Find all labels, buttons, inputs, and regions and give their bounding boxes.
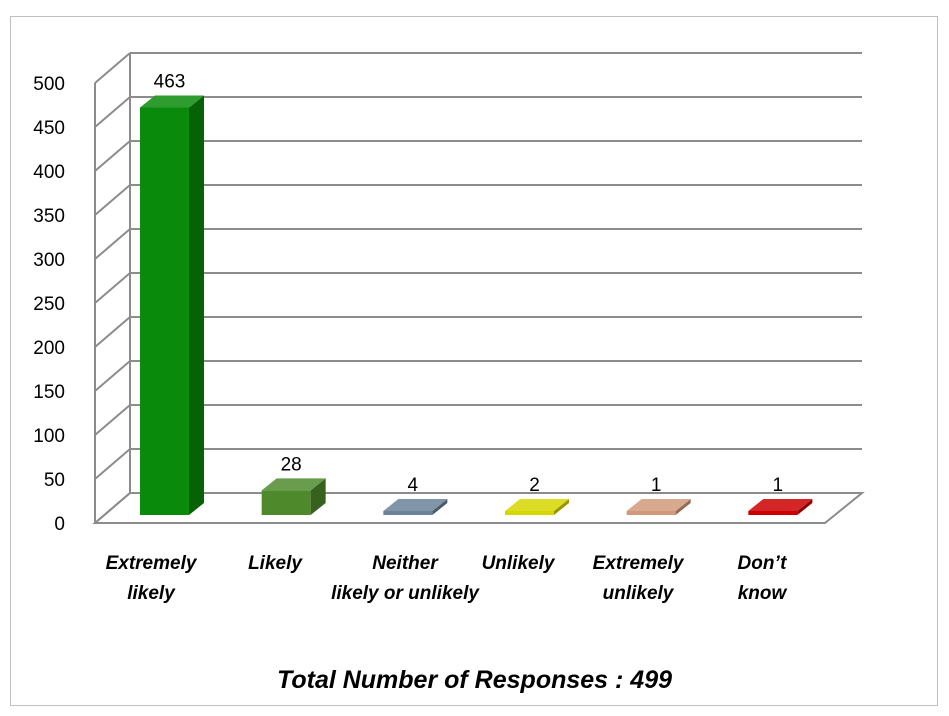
data-label: 1 xyxy=(651,475,662,496)
y-tick-label: 250 xyxy=(33,294,65,315)
bar-front xyxy=(383,511,433,515)
y-tick-label: 450 xyxy=(33,118,65,139)
x-category-label: Extremely xyxy=(593,553,685,574)
x-category-label: unlikely xyxy=(603,583,675,604)
bar-top xyxy=(383,499,448,511)
y-tick-label: 350 xyxy=(33,206,65,227)
x-category-label: likely or unlikely xyxy=(331,583,480,604)
x-category-label: Unlikely xyxy=(482,553,556,574)
side-wall-line xyxy=(94,272,131,304)
side-wall-line xyxy=(94,404,131,436)
chart-footer-total: Total Number of Responses : 499 xyxy=(277,666,672,694)
bar-side xyxy=(310,478,326,515)
x-category-label: Likely xyxy=(248,553,303,574)
bar-front xyxy=(626,511,676,515)
x-category-label: Neither xyxy=(372,553,439,574)
bar-front xyxy=(140,107,189,515)
chart-frame xyxy=(10,16,938,706)
bar-top xyxy=(626,499,691,511)
data-label: 2 xyxy=(529,475,540,496)
bar-side xyxy=(189,95,204,515)
bar-top xyxy=(505,499,569,511)
side-wall-line xyxy=(94,316,131,348)
y-tick-label: 0 xyxy=(54,514,65,535)
bar-front xyxy=(261,490,311,515)
y-tick-label: 100 xyxy=(33,426,65,447)
x-category-label: Don’t xyxy=(738,553,788,574)
y-tick-label: 150 xyxy=(33,382,65,403)
bar-top xyxy=(140,95,204,108)
x-category-label: know xyxy=(738,583,788,604)
y-tick-label: 500 xyxy=(33,74,65,95)
side-wall-line xyxy=(94,140,131,172)
bar-side xyxy=(675,499,691,515)
bar-front xyxy=(748,511,798,515)
x-category-label: likely xyxy=(127,583,176,604)
bar-side xyxy=(554,499,569,515)
side-wall-line xyxy=(94,360,131,392)
y-tick-label: 400 xyxy=(33,162,65,183)
bar-side xyxy=(432,499,448,515)
data-label: 463 xyxy=(154,72,186,93)
bar-top xyxy=(261,478,326,491)
bar-top xyxy=(748,499,813,511)
x-category-label: Extremely xyxy=(106,553,198,574)
side-wall-line xyxy=(94,96,131,128)
side-wall-line xyxy=(94,52,131,84)
side-wall-line xyxy=(94,184,131,216)
side-wall-line xyxy=(94,228,131,260)
data-label: 1 xyxy=(773,475,784,496)
y-tick-label: 50 xyxy=(44,470,65,491)
y-tick-label: 200 xyxy=(33,338,65,359)
bar-side xyxy=(797,499,813,515)
side-wall-line xyxy=(94,448,131,480)
data-label: 28 xyxy=(281,454,302,475)
bar-front xyxy=(505,511,554,515)
y-tick-label: 300 xyxy=(33,250,65,271)
data-label: 4 xyxy=(408,475,419,496)
floor xyxy=(92,492,865,524)
